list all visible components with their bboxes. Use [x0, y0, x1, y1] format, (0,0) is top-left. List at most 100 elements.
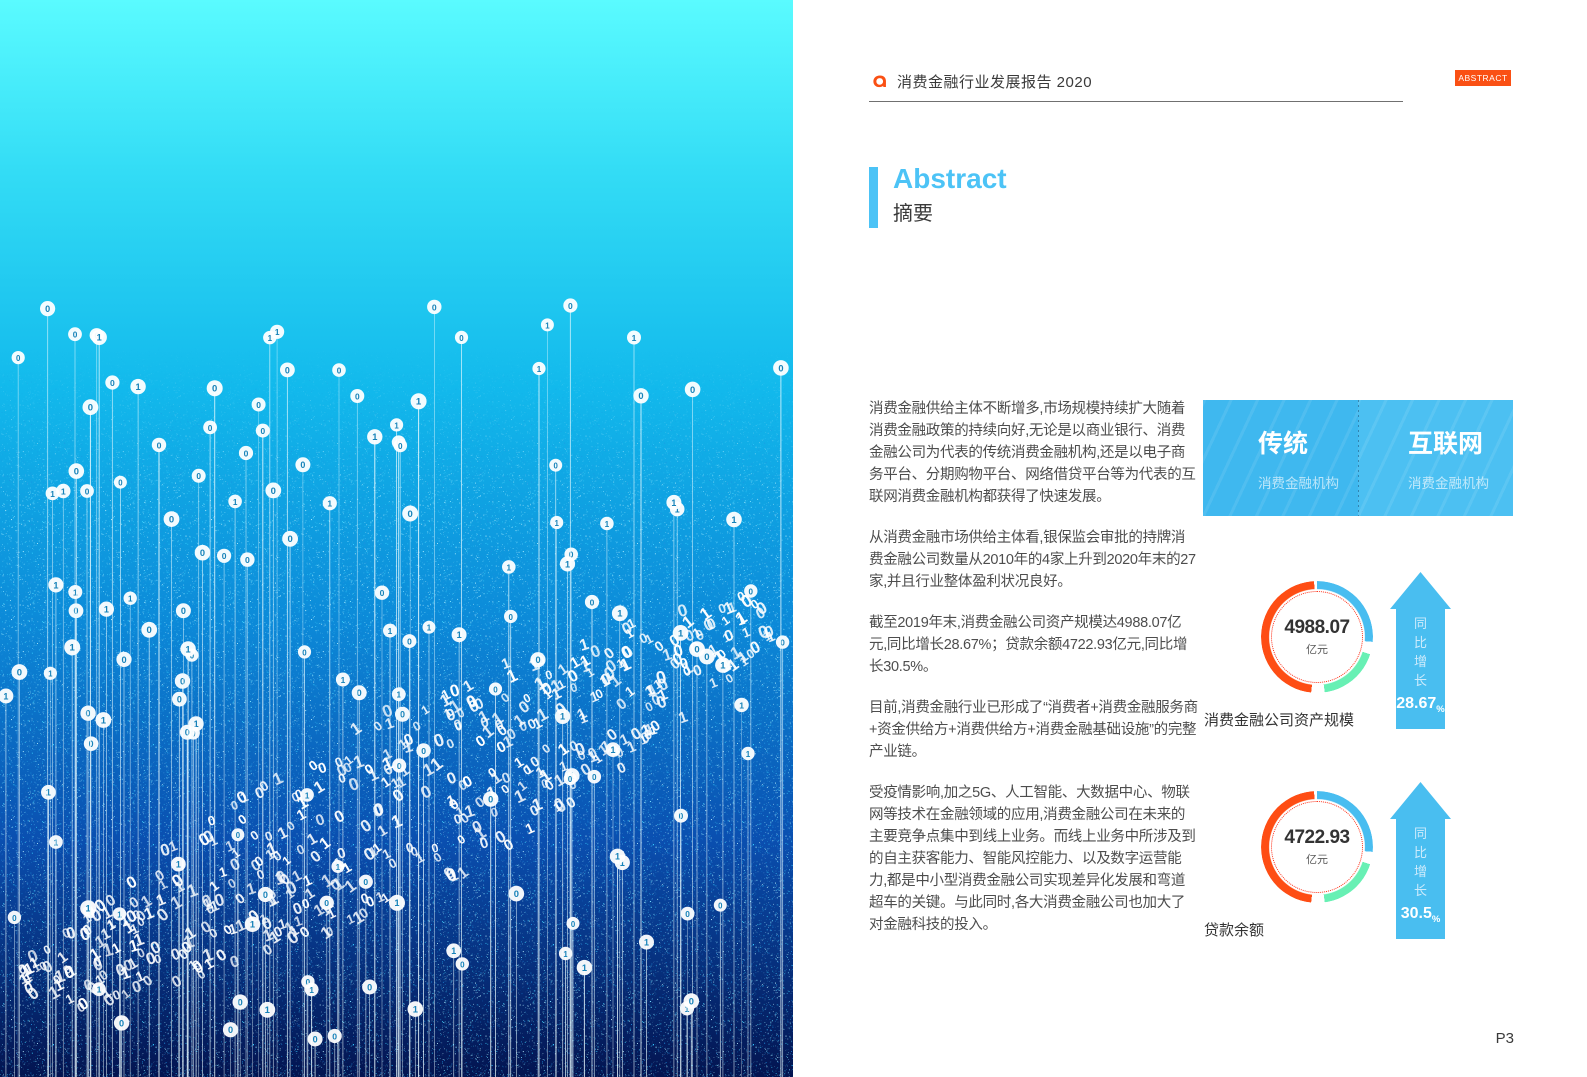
- svg-text:1: 1: [128, 595, 133, 604]
- svg-text:0: 0: [460, 960, 465, 969]
- svg-text:1: 1: [746, 750, 751, 759]
- svg-text:1: 1: [671, 498, 676, 508]
- svg-text:0: 0: [236, 831, 241, 840]
- svg-text:1: 1: [678, 628, 684, 639]
- svg-text:1: 1: [451, 946, 456, 956]
- svg-text:1: 1: [176, 860, 181, 870]
- svg-text:1: 1: [605, 520, 610, 529]
- svg-text:0: 0: [372, 799, 387, 820]
- svg-text:0: 0: [638, 391, 643, 401]
- svg-text:0: 0: [300, 460, 305, 470]
- svg-text:0: 0: [307, 847, 325, 866]
- svg-text:1: 1: [707, 674, 720, 691]
- svg-text:0: 0: [256, 400, 261, 410]
- svg-text:1: 1: [73, 587, 78, 597]
- svg-text:0: 0: [271, 486, 276, 497]
- svg-text:0: 0: [488, 794, 493, 804]
- svg-text:0: 0: [407, 637, 412, 647]
- svg-text:0: 0: [86, 709, 91, 719]
- svg-text:1: 1: [3, 691, 8, 701]
- svg-text:0: 0: [23, 982, 43, 1004]
- svg-text:0: 0: [88, 403, 93, 414]
- svg-text:0: 0: [110, 378, 115, 388]
- svg-text:1: 1: [375, 822, 390, 840]
- svg-text:0: 0: [331, 807, 347, 827]
- svg-text:1: 1: [305, 791, 310, 800]
- svg-text:0: 0: [417, 781, 435, 803]
- svg-text:1: 1: [50, 489, 55, 499]
- svg-text:0: 0: [324, 898, 329, 908]
- svg-text:0: 0: [212, 384, 217, 395]
- svg-text:0: 0: [749, 587, 754, 596]
- svg-text:1: 1: [396, 690, 401, 700]
- svg-text:0: 0: [169, 515, 174, 526]
- svg-text:0: 0: [337, 367, 342, 376]
- svg-text:0: 0: [200, 548, 205, 558]
- svg-text:1: 1: [457, 630, 462, 640]
- svg-text:1: 1: [416, 397, 422, 408]
- svg-text:0: 0: [690, 384, 695, 395]
- svg-text:1: 1: [394, 421, 399, 430]
- svg-text:0: 0: [694, 645, 699, 656]
- svg-text:1: 1: [186, 644, 191, 654]
- svg-text:0: 0: [508, 613, 513, 622]
- svg-text:1: 1: [341, 675, 346, 685]
- svg-text:1: 1: [720, 660, 725, 671]
- svg-text:1: 1: [507, 563, 512, 572]
- svg-text:0: 0: [208, 423, 213, 433]
- svg-text:1: 1: [268, 334, 273, 343]
- svg-text:1: 1: [46, 788, 51, 798]
- svg-text:1: 1: [117, 910, 122, 919]
- svg-text:1: 1: [70, 643, 76, 654]
- svg-text:0: 0: [74, 993, 92, 1014]
- svg-text:1: 1: [327, 499, 332, 509]
- svg-text:0: 0: [196, 471, 201, 481]
- svg-text:0: 0: [263, 890, 268, 900]
- svg-text:0: 0: [332, 1031, 337, 1041]
- svg-text:0: 0: [679, 811, 684, 821]
- svg-text:1: 1: [61, 486, 66, 496]
- svg-text:1: 1: [265, 1005, 271, 1016]
- svg-text:1: 1: [347, 718, 365, 739]
- svg-text:0: 0: [247, 827, 261, 843]
- svg-text:0: 0: [514, 888, 519, 899]
- svg-text:0: 0: [74, 466, 79, 477]
- svg-text:0: 0: [535, 655, 540, 665]
- svg-text:0: 0: [238, 998, 243, 1008]
- svg-text:1: 1: [582, 963, 587, 973]
- svg-text:1: 1: [615, 852, 620, 862]
- svg-text:1: 1: [419, 702, 432, 718]
- svg-text:0: 0: [778, 363, 783, 373]
- svg-text:1: 1: [427, 624, 432, 633]
- svg-text:0: 0: [177, 695, 182, 705]
- svg-text:1: 1: [545, 321, 550, 330]
- svg-text:0: 0: [613, 695, 630, 714]
- svg-text:0: 0: [615, 760, 629, 778]
- svg-text:0: 0: [16, 354, 21, 363]
- svg-text:0: 0: [313, 1034, 318, 1044]
- svg-text:1: 1: [233, 498, 238, 507]
- svg-text:0: 0: [432, 302, 437, 312]
- svg-text:1: 1: [336, 863, 341, 872]
- svg-text:1: 1: [537, 365, 542, 374]
- svg-text:1: 1: [53, 580, 58, 590]
- svg-text:1: 1: [555, 519, 560, 528]
- svg-text:1: 1: [372, 432, 377, 442]
- svg-text:0: 0: [287, 534, 292, 545]
- svg-text:1: 1: [523, 820, 537, 838]
- svg-text:0: 0: [571, 920, 576, 929]
- svg-text:0: 0: [379, 700, 395, 722]
- svg-text:0: 0: [397, 761, 402, 771]
- svg-text:0: 0: [400, 710, 405, 720]
- svg-text:0: 0: [153, 904, 173, 926]
- svg-text:1: 1: [101, 715, 107, 726]
- svg-text:1: 1: [136, 382, 141, 392]
- svg-text:0: 0: [302, 648, 307, 657]
- svg-text:0: 0: [180, 676, 185, 686]
- svg-text:0: 0: [85, 486, 90, 496]
- svg-text:1: 1: [413, 848, 427, 866]
- svg-text:1: 1: [413, 1004, 418, 1015]
- svg-text:0: 0: [313, 811, 327, 830]
- svg-text:0: 0: [355, 391, 360, 401]
- svg-text:0: 0: [228, 952, 242, 972]
